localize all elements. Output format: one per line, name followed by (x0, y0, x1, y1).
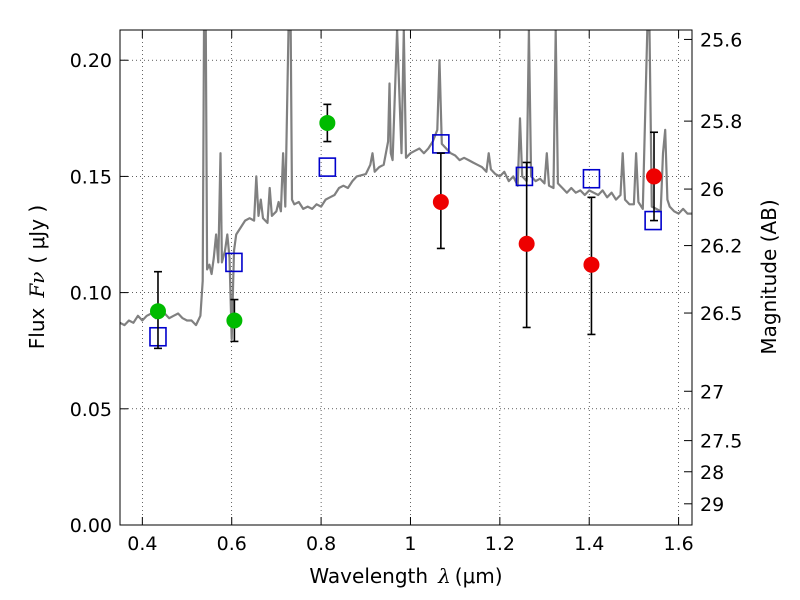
mag-tick-label: 25.8 (700, 111, 742, 133)
x-tick-label: 1 (404, 533, 416, 555)
plot-area (120, 30, 692, 350)
y-axis-title: FluxFν( μJy ) (25, 205, 49, 349)
mag-tick-label: 27.5 (700, 431, 742, 453)
y-axis-right-title: Magnitude (AB) (757, 199, 781, 354)
x-tick-label: 0.4 (127, 533, 157, 555)
observed-flux-point (646, 168, 663, 185)
model-flux-square (515, 166, 534, 187)
y-tick-label: 0.00 (70, 515, 112, 537)
y-tick-label: 0.20 (70, 50, 112, 72)
model-flux-square (225, 252, 243, 273)
observed-flux-point (226, 312, 243, 329)
mag-tick-label: 28 (700, 462, 724, 484)
plot-frame (119, 29, 693, 526)
x-tick-label: 1.6 (663, 533, 693, 555)
mag-tick-label: 26 (700, 179, 724, 201)
model-flux-square (582, 168, 601, 189)
mag-tick-label: 29 (700, 494, 724, 516)
x-tick-label: 0.8 (306, 533, 336, 555)
axis-ticks: 0.4 0.6 0.8 1 1.2 1.4 1.6 0.00 0.05 0.10 0.15 0.20 2… (70, 29, 743, 555)
observed-flux-point (149, 303, 166, 320)
y-tick-label: 0.10 (70, 283, 112, 305)
mag-tick-label: 26.5 (700, 303, 742, 325)
y-tick-label: 0.05 (70, 399, 112, 421)
model-flux-square (318, 157, 337, 177)
mag-tick-label: 25.6 (700, 29, 742, 51)
mag-tick-label: 27 (700, 381, 724, 403)
x-axis-title: Wavelength λ (μm) (309, 564, 502, 588)
model-spectrum-line (120, 30, 692, 341)
mag-tick-label: 26.2 (700, 236, 742, 258)
observed-flux-point (319, 114, 336, 131)
observed-flux-point (518, 235, 535, 252)
x-tick-label: 0.6 (217, 533, 247, 555)
model-flux-square (644, 210, 662, 231)
x-tick-label: 1.4 (574, 533, 604, 555)
y-tick-label: 0.15 (70, 166, 112, 188)
x-tick-label: 1.2 (485, 533, 515, 555)
observed-flux-point (583, 256, 600, 273)
observed-flux-point (432, 193, 449, 210)
